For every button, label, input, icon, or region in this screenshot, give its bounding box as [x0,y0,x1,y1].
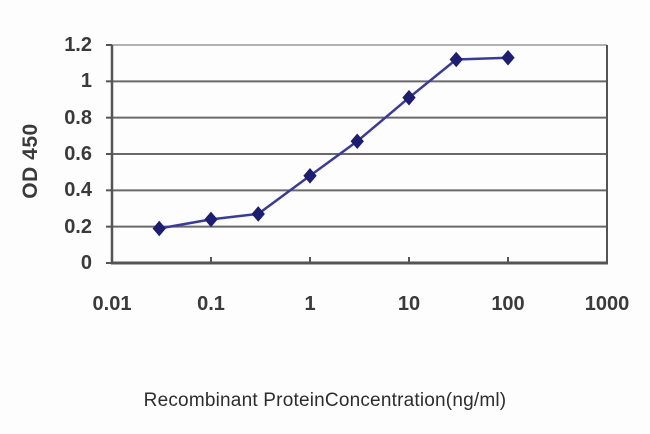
data-point-marker [449,51,463,68]
x-tick-label: 10 [397,293,421,315]
data-point-marker [204,211,218,228]
series-line [158,56,509,230]
y-tick-label: 1.2 [64,34,92,56]
data-point-marker [251,206,265,222]
x-tick-label: 1 [304,293,316,315]
x-axis-title: Recombinant ProteinConcentration(ng/ml) [143,390,507,411]
y-tick-label: 0 [80,252,92,274]
x-tick-label: 1000 [584,293,630,315]
data-point-marker [350,133,364,150]
y-tick-label: 0.2 [64,215,92,238]
y-tick-label: 0.6 [64,143,92,165]
data-point-marker [402,89,416,106]
x-tick-label: 100 [491,293,525,315]
x-tick-label: 0.01 [92,293,132,315]
x-tick-label: 0.1 [197,293,225,315]
y-tick-label: 0.4 [64,179,92,202]
data-point-marker [152,220,166,237]
data-point-marker [303,168,317,184]
data-point-marker [501,49,515,66]
y-tick-label: 0.8 [64,106,92,129]
y-tick-label: 1 [80,70,92,93]
